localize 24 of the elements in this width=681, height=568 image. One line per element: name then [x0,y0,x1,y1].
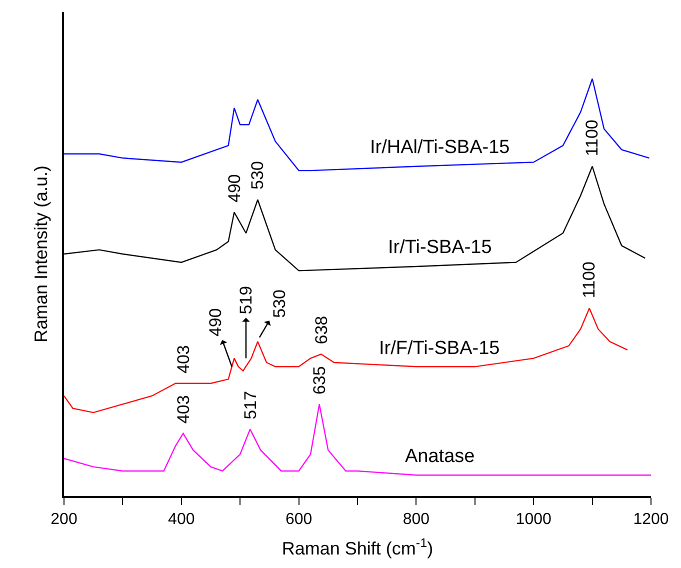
annotation: 517 [240,390,260,420]
series-label: Ir/Ti-SBA-15 [388,237,492,258]
annotation: 635 [310,366,330,395]
x-axis-title: Raman Shift (cm$^{-1}$) [282,536,434,559]
annotation: 403 [174,345,193,374]
series-label: Anatase [405,446,475,467]
x-tick-label: 600 [285,510,312,528]
x-tick-label: 800 [402,510,430,528]
x-tick-label: 1200 [633,510,669,528]
annotation: 1100 [580,262,599,298]
annotation: 638 [312,316,331,344]
annotation: 490 [224,174,244,203]
annotation: 403 [174,395,193,424]
x-tick-label: 400 [168,510,195,528]
annotation: 530 [248,161,267,190]
x-tick-label: 200 [50,510,78,528]
y-axis-title: Raman Intensity (a.u.) [30,165,51,343]
annotation: 530 [270,290,290,318]
series-label: Ir/F/Ti-SBA-15 [379,338,500,359]
annotation: 490 [206,308,226,337]
annotation: 1100 [582,120,602,156]
x-tick-label: 1000 [516,510,552,528]
annotation: 519 [236,286,256,314]
series-label: Ir/HAl/Ti-SBA-15 [370,137,510,158]
